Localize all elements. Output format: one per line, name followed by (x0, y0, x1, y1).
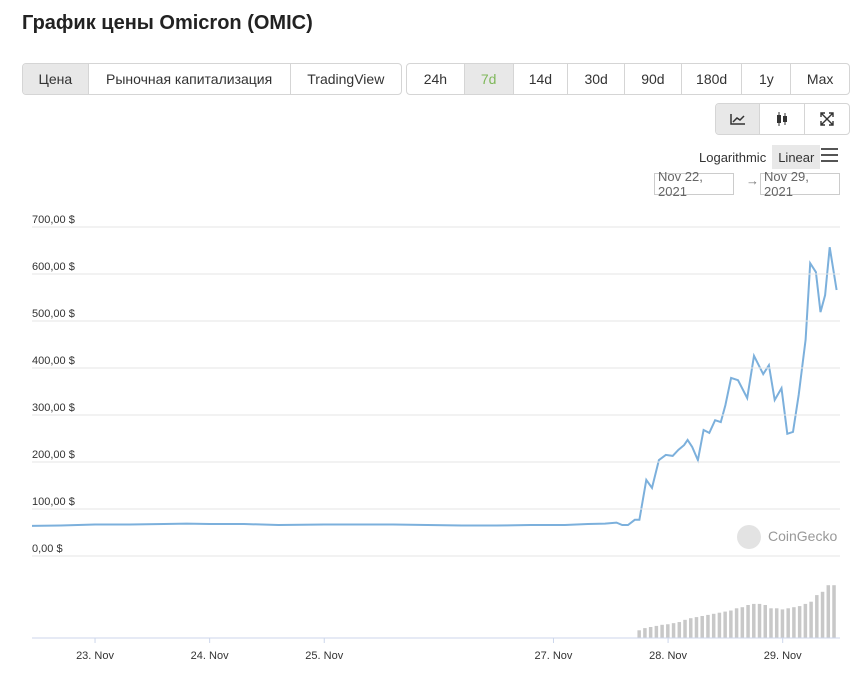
volume-bar (677, 622, 682, 638)
page-title: График цены Omicron (OMIC) (22, 12, 313, 34)
y-tick-label: 0,00 $ (32, 543, 63, 555)
range-button[interactable]: 30d (568, 64, 626, 94)
date-from[interactable]: Nov 22, 2021 (654, 169, 734, 199)
volume-bar (660, 624, 664, 638)
tab-button[interactable]: Рыночная капитализация (89, 64, 291, 94)
fullscreen-button[interactable] (805, 104, 849, 134)
range-button[interactable]: 180d (682, 64, 743, 94)
volume-bar (683, 619, 687, 638)
y-tick-label: 100,00 $ (32, 496, 75, 508)
volume-bar (757, 603, 762, 638)
y-tick-label: 500,00 $ (32, 308, 75, 320)
volume-bar (729, 610, 733, 638)
range-button[interactable]: 1y (742, 64, 792, 94)
x-tick-label: 27. Nov (535, 650, 573, 662)
volume-bar (769, 608, 773, 638)
volume-bar (671, 623, 676, 638)
date-arrow: → (746, 173, 759, 188)
date-to[interactable]: Nov 29, 2021 (760, 169, 840, 199)
line-chart-button[interactable] (716, 104, 761, 134)
volume-bar (654, 625, 659, 638)
icon (729, 114, 745, 125)
volume-bar (711, 613, 716, 638)
volume-bar (752, 603, 756, 638)
watermark: CoinGecko (768, 528, 837, 544)
range-group: 24h 7d 14d 30d 90d 180d 1y Max (406, 63, 850, 95)
volume-bar (740, 607, 745, 638)
range-button[interactable]: 7d (464, 64, 514, 94)
tab-group: Цена Рыночная капитализация TradingView (22, 63, 402, 95)
volume-bar (792, 607, 796, 638)
volume-bar (797, 606, 802, 638)
volume-bar (700, 616, 704, 638)
volume-bar (774, 608, 779, 638)
volume-bar (780, 609, 785, 638)
volume-bar (820, 591, 825, 638)
volume-bar (803, 603, 808, 638)
scale-button[interactable]: Linear (772, 145, 821, 169)
range-button[interactable]: 90d (625, 64, 682, 94)
y-tick-label: 600,00 $ (32, 261, 75, 273)
menu-icon[interactable] (821, 148, 838, 162)
volume-bar (832, 585, 836, 638)
range-button[interactable]: 24h (407, 64, 465, 94)
x-tick-label: 25. Nov (305, 650, 343, 662)
volume-bar (648, 627, 653, 638)
volume-bar (809, 601, 813, 638)
volume-bar (717, 612, 722, 638)
volume-bar (826, 585, 831, 638)
y-tick-label: 300,00 $ (32, 402, 75, 414)
volume-bar (706, 614, 710, 638)
scale-button[interactable]: Logarithmic (699, 149, 767, 165)
scale-switch: Logarithmic Linear (693, 145, 821, 169)
chart-style-group (715, 103, 850, 135)
volume-bar (763, 605, 768, 638)
volume-bar (666, 624, 670, 638)
range-button[interactable]: Max (806, 71, 834, 87)
volume-bar (723, 611, 727, 638)
volume-bar (694, 617, 699, 638)
volume-bar (786, 608, 790, 638)
volume-bar (643, 628, 647, 638)
y-tick-label: 700,00 $ (32, 214, 75, 226)
volume-bar (689, 618, 693, 638)
y-tick-label: 200,00 $ (32, 449, 75, 461)
volume-bar (746, 605, 750, 638)
x-tick-label: 29. Nov (764, 650, 802, 662)
range-button[interactable]: 14d (514, 64, 569, 94)
x-tick-label: 24. Nov (191, 650, 229, 662)
icon (777, 112, 788, 126)
x-tick-label: 23. Nov (76, 650, 114, 662)
y-tick-label: 400,00 $ (32, 355, 75, 367)
icon (820, 112, 834, 126)
watermark-logo (737, 525, 761, 549)
volume-bar (637, 630, 641, 638)
x-tick-label: 28. Nov (649, 650, 687, 662)
candle-chart-button[interactable] (760, 104, 805, 134)
tab-button[interactable]: TradingView (307, 71, 385, 87)
tab-button[interactable]: Цена (23, 64, 89, 94)
price-line (31, 247, 838, 527)
volume-bar (734, 608, 739, 638)
volume-bar (815, 595, 819, 638)
